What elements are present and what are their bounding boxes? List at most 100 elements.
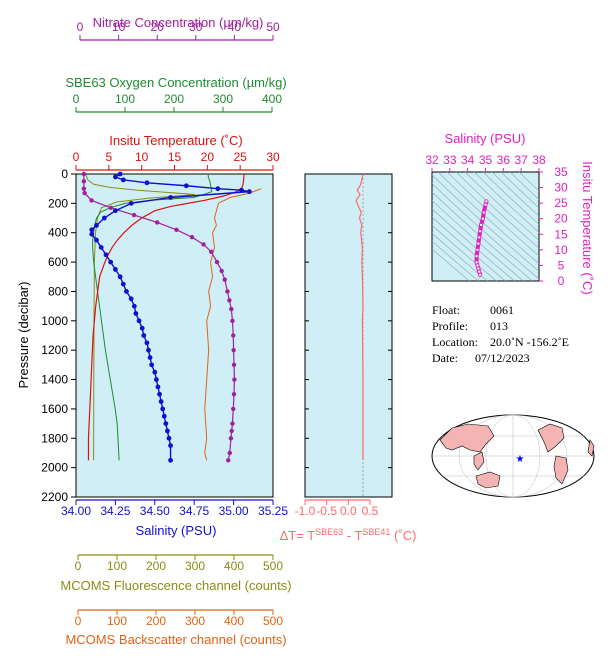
ts-point	[475, 254, 478, 258]
salinity-axis-title: Salinity (PSU)	[136, 523, 217, 538]
data-point	[183, 183, 189, 189]
data-point	[160, 406, 166, 412]
data-point	[113, 174, 118, 180]
fluorescence-tick-label: 0	[75, 559, 82, 573]
oxygen-tick-label: 400	[262, 92, 282, 106]
data-point	[81, 186, 87, 191]
temperature-tick-label: 30	[266, 150, 280, 164]
temperature-tick-label: 5	[105, 150, 112, 164]
data-point	[214, 259, 220, 265]
salinity-tick-label: 34.25	[100, 504, 130, 518]
density-isoline	[437, 172, 539, 265]
date-label: Date:	[432, 351, 458, 365]
data-point	[120, 281, 126, 287]
salinity-tick-label: 34.50	[140, 504, 170, 518]
data-point	[108, 205, 114, 210]
backscatter-tick-label: 200	[146, 614, 166, 628]
ts-point	[479, 223, 483, 227]
float-location-marker: ★	[516, 454, 525, 465]
oxygen-axis-title: SBE63 Oxygen Concentration (µm/kg)	[65, 75, 286, 90]
data-point	[229, 428, 234, 434]
fluorescence-tick-label: 100	[107, 559, 127, 573]
delta-t-series	[355, 173, 364, 461]
ts-point	[475, 261, 478, 264]
fluorescence-tick-label: 300	[185, 559, 205, 573]
data-point	[94, 237, 99, 243]
ts-point	[477, 267, 480, 270]
density-isoline	[509, 172, 539, 200]
data-point	[165, 428, 170, 434]
pressure-tick-label: 1000	[41, 314, 68, 328]
ts-temperature-tick-label: 20	[554, 212, 568, 226]
ts-temperature-tick-label: 0	[558, 274, 565, 288]
oxygen-tick-label: 300	[213, 92, 233, 106]
data-point	[228, 436, 234, 441]
fluorescence-tick-label: 200	[146, 559, 166, 573]
data-point	[226, 458, 231, 463]
salinity-tick-label: 34.00	[61, 504, 91, 518]
fluorescence-axis-title: MCOMS Fluorescence channel (counts)	[60, 578, 291, 593]
profile-value: 013	[490, 319, 508, 333]
data-point	[113, 208, 118, 214]
data-point	[101, 215, 107, 221]
ts-point	[476, 248, 479, 252]
data-point	[231, 333, 236, 338]
data-point	[141, 333, 147, 338]
data-point	[89, 198, 94, 203]
ts-point	[476, 264, 479, 267]
location-label: Location:	[432, 335, 478, 349]
data-point	[144, 340, 150, 346]
data-point	[133, 311, 139, 316]
data-point	[232, 377, 237, 382]
ts-panel	[431, 171, 540, 282]
delta-t-tick-label: -1.0	[295, 504, 316, 518]
density-isoline	[432, 232, 488, 281]
data-point	[117, 171, 123, 177]
data-point	[128, 296, 134, 302]
density-isoline	[432, 208, 515, 281]
backscatter-axis-title: MCOMS Backscatter channel (counts)	[65, 632, 286, 647]
data-point	[117, 274, 123, 280]
data-point	[222, 277, 227, 282]
data-point	[227, 298, 232, 303]
density-isoline	[432, 216, 506, 281]
data-point	[139, 325, 145, 331]
data-point	[201, 242, 206, 247]
data-point	[120, 177, 126, 183]
data-point	[163, 421, 169, 426]
data-point	[231, 347, 236, 353]
date-value: 07/12/2023	[475, 351, 530, 365]
data-point	[158, 399, 164, 404]
data-point	[147, 355, 153, 360]
mcoms-backscatter-series	[204, 188, 262, 461]
temperature-tick-label: 25	[233, 150, 247, 164]
profile-label: Profile:	[432, 319, 468, 333]
fluorescence-tick-label: 400	[224, 559, 244, 573]
oxygen-tick-label: 0	[73, 92, 80, 106]
salinity-axis: 34.00 34.25 34.50 34.75 35.00 35.25	[61, 499, 288, 518]
backscatter-tick-label: 300	[185, 614, 205, 628]
nitrate-tick-label: 10	[112, 20, 126, 34]
ts-salinity-tick-label: 38	[532, 153, 546, 167]
data-point	[81, 179, 87, 184]
data-point	[230, 421, 235, 426]
pressure-tick-label: 1200	[41, 343, 68, 357]
density-isoline	[464, 172, 539, 241]
data-point	[81, 171, 87, 177]
float-info: Float: 0061 Profile: 013 Location: 20.0˚…	[432, 303, 569, 365]
data-point	[168, 443, 173, 449]
data-point	[231, 362, 237, 368]
temperature-tick-label: 10	[135, 150, 149, 164]
data-point	[219, 268, 224, 274]
density-isoline	[491, 172, 539, 217]
data-point	[168, 195, 173, 200]
map-land	[439, 423, 595, 489]
ts-temperature-tick-label: 35	[554, 165, 568, 179]
ts-point	[482, 211, 485, 214]
data-point	[155, 384, 161, 390]
ts-salinity-tick-label: 33	[443, 153, 457, 167]
ts-point	[478, 229, 482, 233]
delta-t-tick-label: 0.0	[340, 504, 357, 518]
